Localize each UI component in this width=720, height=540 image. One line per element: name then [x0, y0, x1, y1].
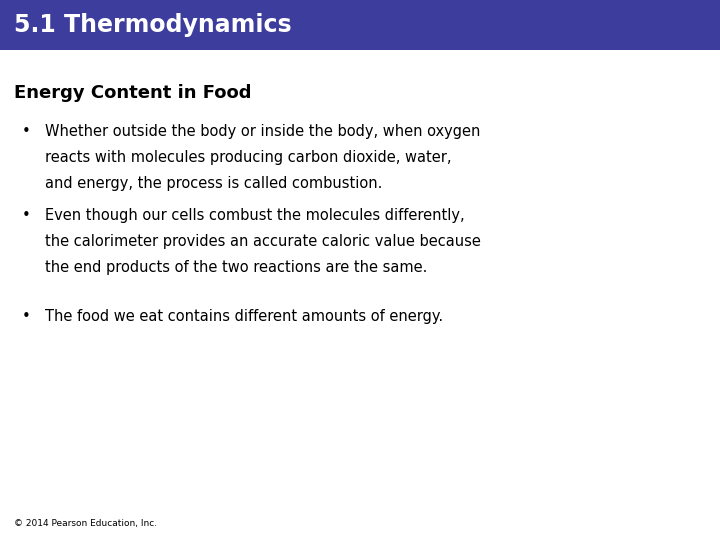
Text: The food we eat contains different amounts of energy.: The food we eat contains different amoun… — [45, 309, 443, 324]
Text: the end products of the two reactions are the same.: the end products of the two reactions ar… — [45, 260, 427, 275]
Text: the calorimeter provides an accurate caloric value because: the calorimeter provides an accurate cal… — [45, 234, 480, 249]
Text: Even though our cells combust the molecules differently,: Even though our cells combust the molecu… — [45, 208, 464, 224]
Text: •: • — [22, 124, 30, 139]
Text: Whether outside the body or inside the body, when oxygen: Whether outside the body or inside the b… — [45, 124, 480, 139]
Text: Energy Content in Food: Energy Content in Food — [14, 84, 252, 102]
Text: 5.1 Thermodynamics: 5.1 Thermodynamics — [14, 13, 292, 37]
Text: •: • — [22, 208, 30, 224]
Text: reacts with molecules producing carbon dioxide, water,: reacts with molecules producing carbon d… — [45, 150, 451, 165]
Text: and energy, the process is called combustion.: and energy, the process is called combus… — [45, 176, 382, 191]
FancyBboxPatch shape — [0, 0, 720, 50]
Text: •: • — [22, 309, 30, 324]
Text: © 2014 Pearson Education, Inc.: © 2014 Pearson Education, Inc. — [14, 519, 158, 528]
